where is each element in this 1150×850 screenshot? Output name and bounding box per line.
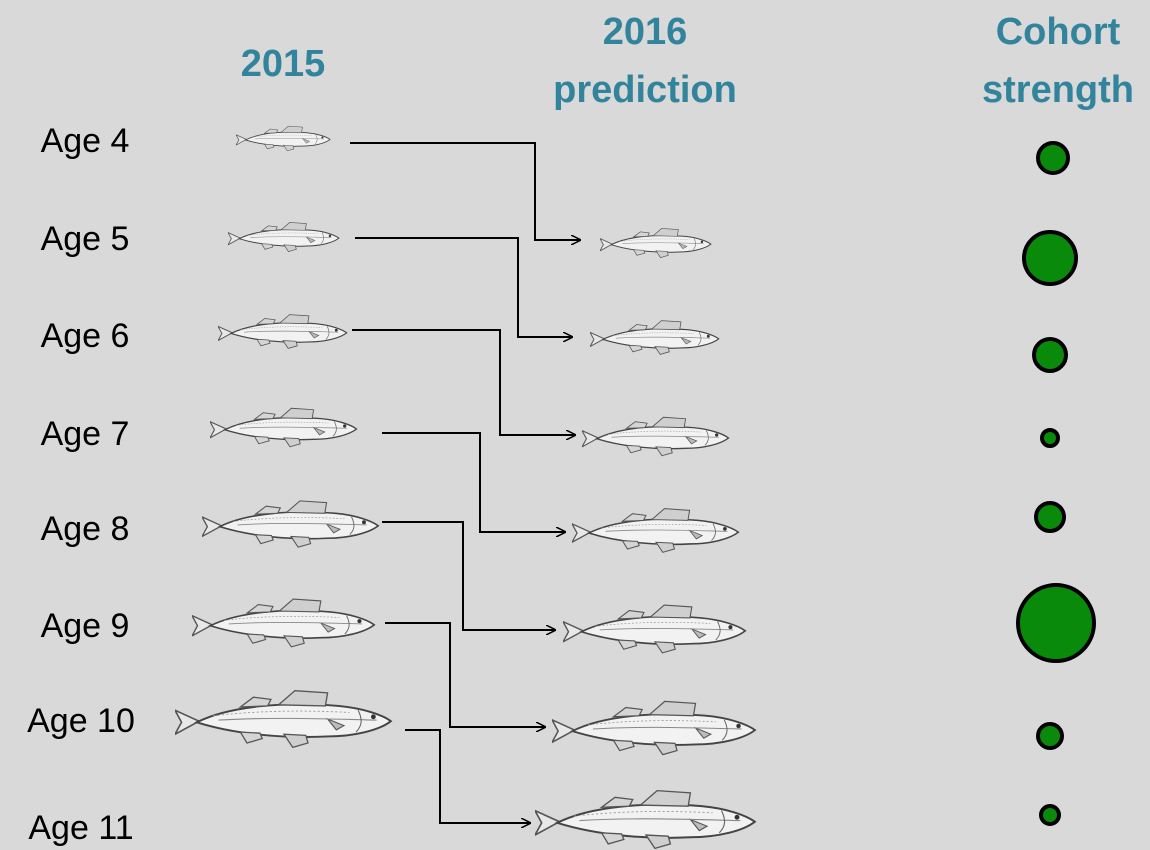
age-label: Age 9 <box>41 607 130 645</box>
fish-2016 <box>535 228 755 848</box>
header-cohort: Cohort <box>996 11 1121 53</box>
cohort-circle <box>1038 724 1062 748</box>
cohort-circle <box>1034 339 1066 371</box>
cohort-circle <box>1041 806 1059 824</box>
header-2016: 2016 <box>603 11 688 53</box>
header-2015: 2015 <box>241 43 326 85</box>
age-label: Age 10 <box>27 702 135 740</box>
fish-2015 <box>175 126 391 747</box>
age-label: Age 6 <box>41 317 130 355</box>
diagram: 2015 2016 prediction Cohort strength Age… <box>0 0 1150 850</box>
age-label: Age 8 <box>41 510 130 548</box>
cohort-circles <box>1018 143 1094 824</box>
age-label: Age 7 <box>41 415 130 453</box>
cohort-circle <box>1036 503 1064 531</box>
cohort-circle <box>1038 143 1068 173</box>
age-label: Age 11 <box>28 809 133 847</box>
cohort-circle <box>1042 430 1058 446</box>
cohort-circle <box>1018 585 1094 661</box>
age-label: Age 5 <box>41 220 130 258</box>
header-cohort: strength <box>982 69 1134 111</box>
age-label: Age 4 <box>41 122 130 160</box>
cohort-circle <box>1024 232 1076 284</box>
header-2016: prediction <box>553 69 737 111</box>
